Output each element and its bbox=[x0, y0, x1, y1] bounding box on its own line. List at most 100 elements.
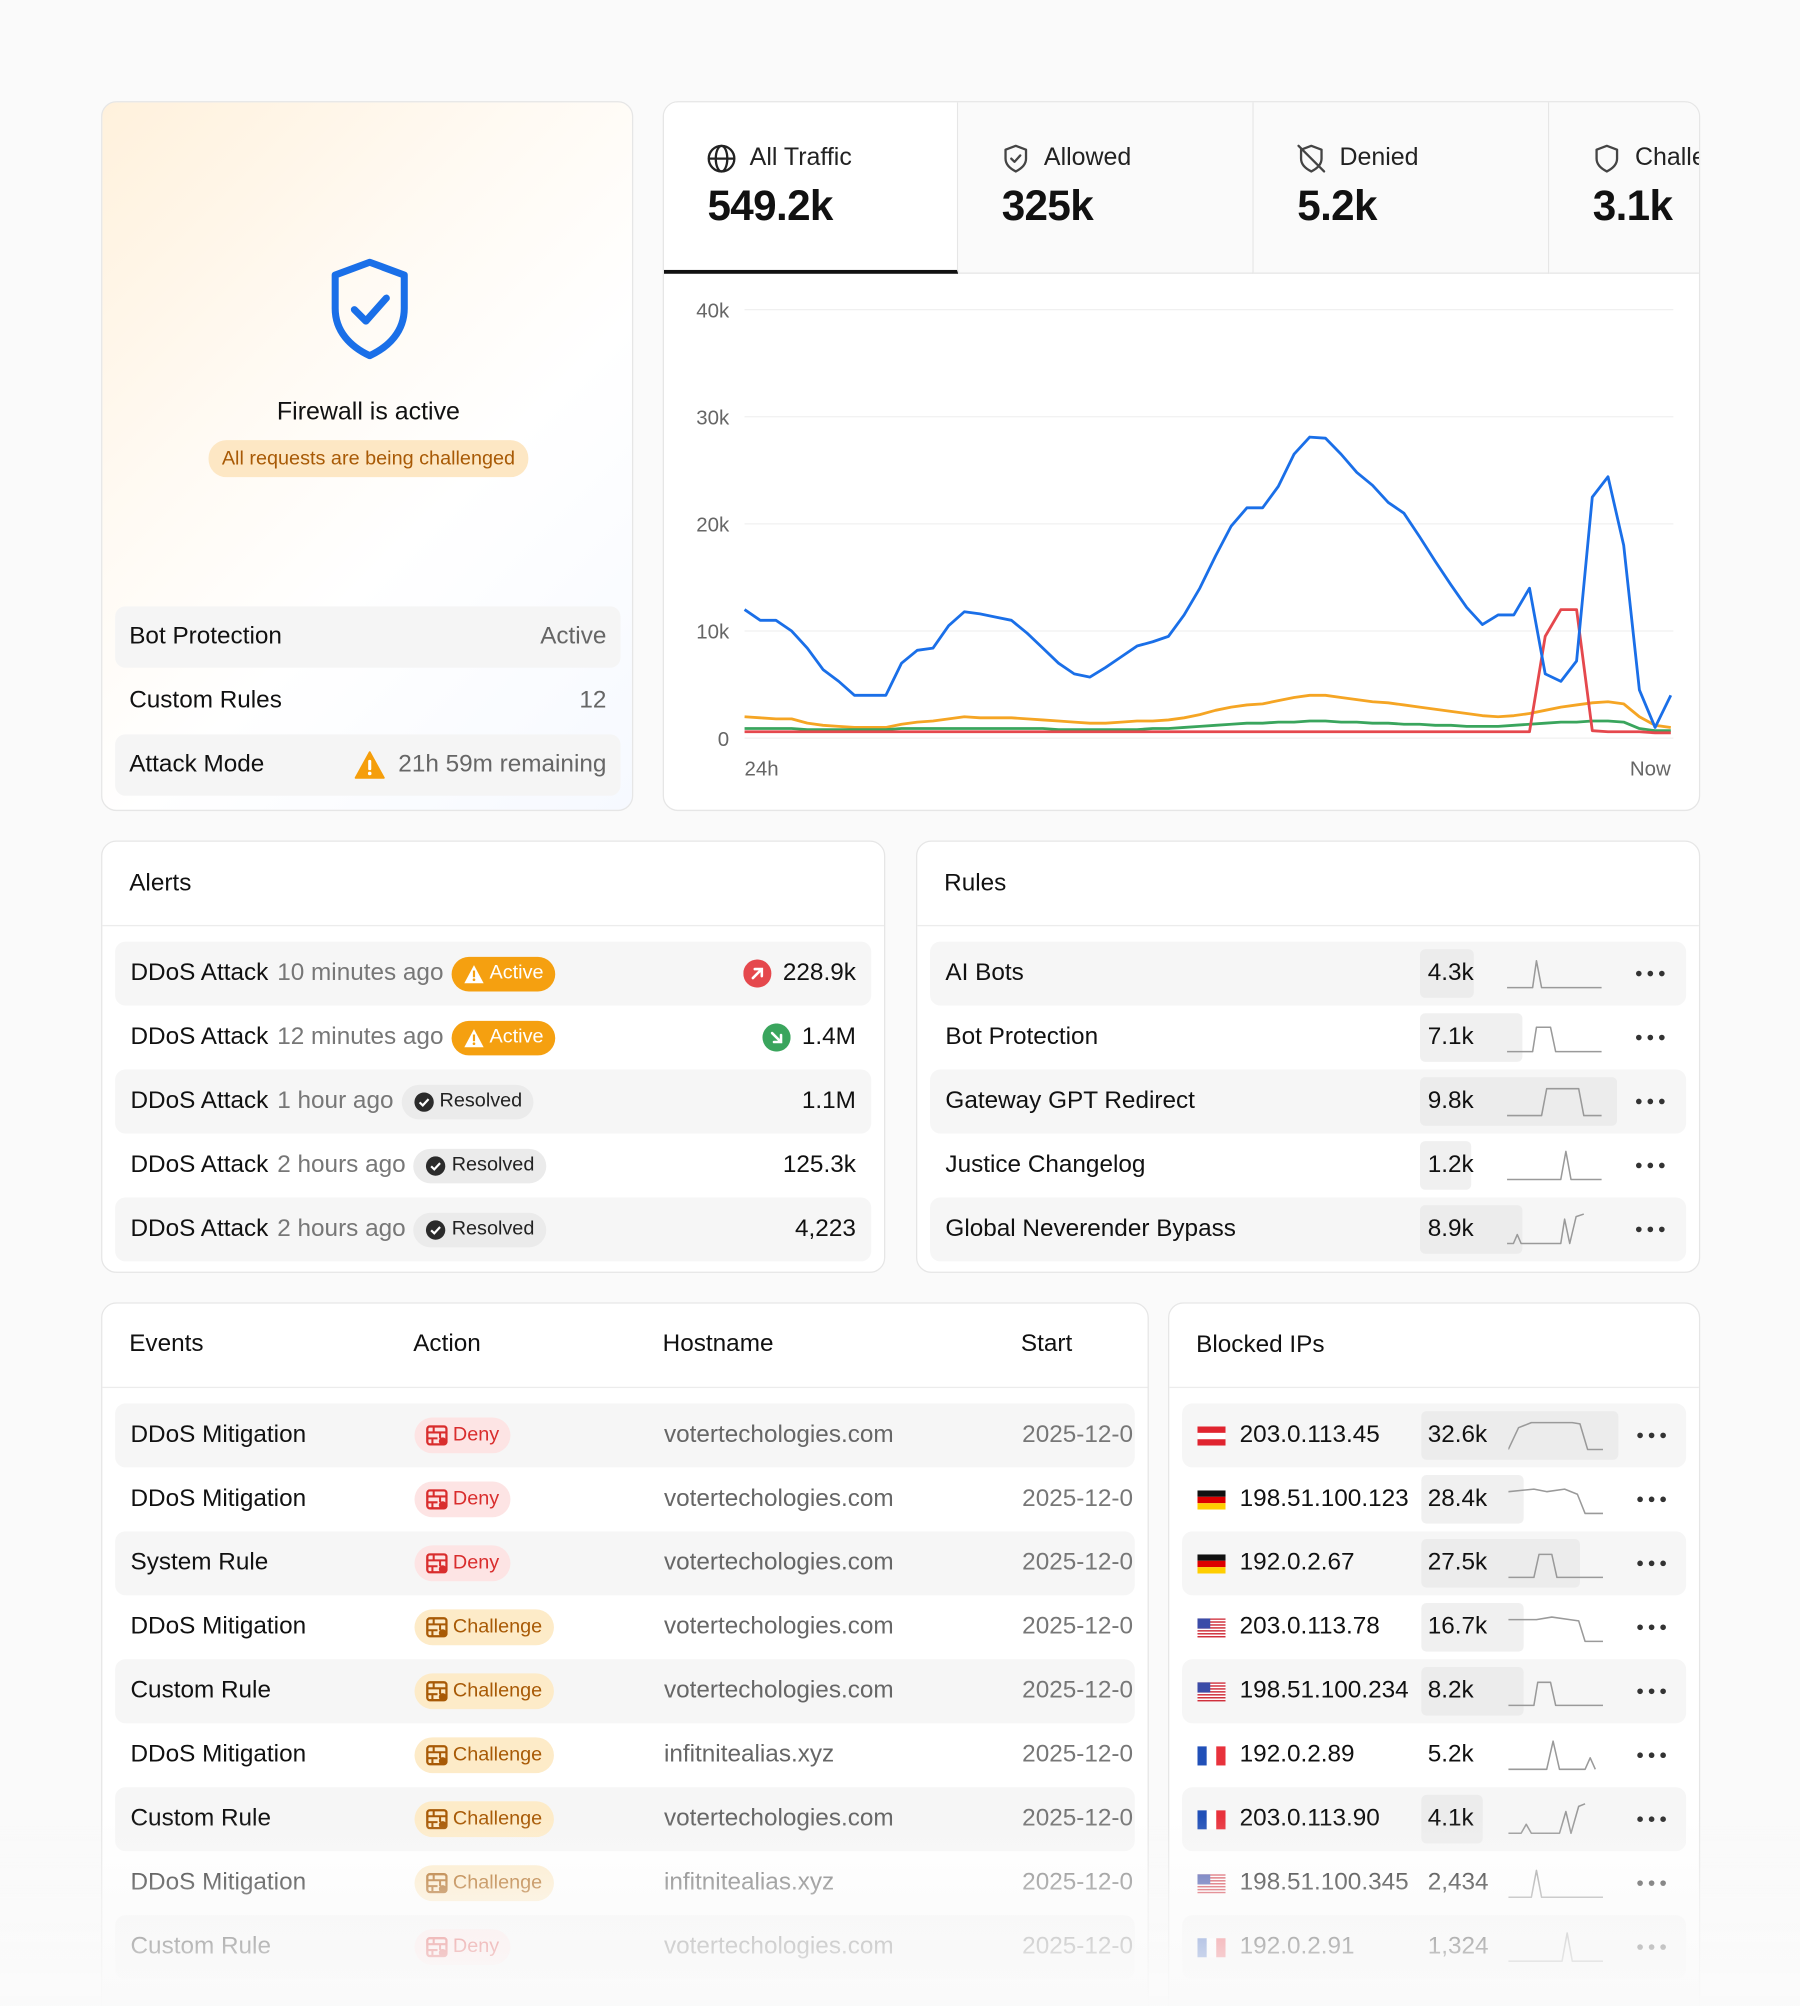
shield-check-icon bbox=[1004, 144, 1028, 173]
rule-row: Bot Protection 7.1k bbox=[930, 1006, 1686, 1070]
shield-icon bbox=[331, 258, 408, 360]
card-title: Blocked IPs bbox=[1196, 1331, 1325, 1358]
event-name: Custom Rule bbox=[130, 1677, 271, 1705]
sparkline-path bbox=[1508, 1553, 1603, 1579]
rule-value: 8.9k bbox=[1427, 1215, 1474, 1243]
sparkline-path bbox=[1507, 1213, 1585, 1245]
rule-value: 7.1k bbox=[1427, 1023, 1474, 1051]
more-button[interactable] bbox=[1636, 1750, 1667, 1760]
sparkline-path bbox=[1508, 1803, 1586, 1835]
more-button[interactable] bbox=[1636, 1430, 1667, 1440]
more-button[interactable] bbox=[1636, 1558, 1667, 1568]
dot bbox=[1647, 1226, 1654, 1233]
event-host: votertechologies.com bbox=[663, 1805, 894, 1832]
flag-part bbox=[1197, 1697, 1226, 1699]
icon-shape bbox=[426, 1155, 446, 1176]
more-button[interactable] bbox=[1636, 1622, 1667, 1632]
action-text: Challenge bbox=[452, 1679, 543, 1702]
ip-row: 192.0.2.67 27.5k bbox=[1182, 1531, 1687, 1596]
more-button[interactable] bbox=[1636, 1878, 1667, 1888]
flag-icon bbox=[1197, 1682, 1226, 1702]
dot bbox=[1648, 1880, 1655, 1886]
dot bbox=[1648, 1816, 1655, 1823]
alert-value-wrap: 1.4M bbox=[762, 1023, 856, 1052]
dot bbox=[1648, 1944, 1655, 1950]
dot bbox=[1637, 1432, 1643, 1439]
y-tick-label: 20k bbox=[696, 514, 730, 537]
blocked-ips-card: Blocked IPs 203.0.113.45 32.6k 198.51.100.… bbox=[1168, 1302, 1701, 2006]
icon-shape bbox=[430, 1161, 441, 1171]
flag-part bbox=[1197, 1618, 1226, 1620]
y-tick-label: 10k bbox=[696, 621, 730, 644]
tab-label: Allowed bbox=[1043, 143, 1132, 172]
dot bbox=[1637, 1624, 1643, 1631]
tab[interactable]: All Traffic 549.2k bbox=[663, 102, 959, 274]
rule-name: AI Bots bbox=[945, 959, 1024, 987]
ip-address: 203.0.113.90 bbox=[1239, 1805, 1380, 1832]
tab[interactable]: Challenged 3.1k bbox=[1549, 102, 1699, 274]
flag-part bbox=[1197, 1746, 1207, 1766]
setting-label: Attack Mode bbox=[129, 750, 265, 778]
icon-shape bbox=[426, 1425, 448, 1446]
action-text: Challenge bbox=[452, 1807, 543, 1830]
badge-wrap: All requests are being challenged bbox=[102, 440, 632, 478]
event-start: 2025-12-0 bbox=[1022, 1869, 1133, 1896]
alert-row: DDoS Attack 2 hours ago Resolved 125.3k bbox=[115, 1133, 871, 1197]
warning-icon bbox=[463, 1028, 484, 1047]
icon-shape bbox=[426, 1681, 448, 1702]
more-button[interactable] bbox=[1635, 1160, 1666, 1170]
rule-value: 9.8k bbox=[1427, 1087, 1474, 1115]
event-row: DDoS Mitigation Challenge votertechologies… bbox=[115, 1595, 1135, 1659]
more-button[interactable] bbox=[1635, 1096, 1666, 1106]
more-button[interactable] bbox=[1635, 1032, 1666, 1042]
dot bbox=[1635, 1098, 1642, 1105]
flag-part bbox=[1197, 1635, 1226, 1638]
action-badge: Challenge bbox=[414, 1801, 554, 1838]
status-text: Resolved bbox=[439, 1089, 523, 1112]
dot bbox=[1647, 1098, 1654, 1105]
more-button[interactable] bbox=[1635, 968, 1666, 978]
more-button[interactable] bbox=[1636, 1942, 1667, 1952]
column-header: Hostname bbox=[662, 1330, 774, 1358]
event-row: System Rule Deny votertechologies.com 2025-… bbox=[115, 1531, 1135, 1596]
icon-shape bbox=[426, 1219, 446, 1240]
sparkline bbox=[1508, 1681, 1603, 1707]
sparkline bbox=[1507, 1087, 1602, 1117]
event-host: infitnitealias.xyz bbox=[663, 1741, 835, 1769]
icon-shape bbox=[472, 969, 475, 977]
dot bbox=[1660, 1496, 1666, 1503]
alert-value-wrap: 228.9k bbox=[743, 959, 856, 988]
event-host: votertechologies.com bbox=[663, 1421, 894, 1449]
action-badge: Deny bbox=[414, 1929, 511, 1966]
check-icon bbox=[426, 1155, 446, 1176]
icon-shape bbox=[438, 1885, 447, 1893]
dot bbox=[1648, 1560, 1655, 1567]
line-chart: 0 10k 20k 30k 40k 24h Now bbox=[696, 299, 1674, 780]
dot bbox=[1659, 1034, 1665, 1041]
more-button[interactable] bbox=[1636, 1494, 1667, 1504]
alert-time: 12 minutes ago bbox=[277, 1023, 444, 1051]
sparkline-path bbox=[1508, 1932, 1603, 1962]
check-icon bbox=[413, 1091, 434, 1112]
dot bbox=[1660, 1880, 1666, 1886]
more-button[interactable] bbox=[1636, 1814, 1667, 1824]
tab[interactable]: Allowed 325k bbox=[958, 102, 1254, 274]
more-button[interactable] bbox=[1636, 1686, 1667, 1696]
alert-value-wrap: 1.1M bbox=[802, 1087, 856, 1115]
trend-down-icon bbox=[762, 1023, 791, 1052]
dot bbox=[1648, 1432, 1655, 1439]
sparkline bbox=[1508, 1488, 1603, 1515]
rule-name: Gateway GPT Redirect bbox=[945, 1087, 1195, 1115]
dot bbox=[1637, 1688, 1643, 1695]
action-text: Challenge bbox=[452, 1743, 543, 1766]
tab[interactable]: Denied 5.2k bbox=[1253, 102, 1550, 274]
dot bbox=[1647, 970, 1654, 977]
more-button[interactable] bbox=[1635, 1224, 1666, 1234]
event-host: votertechologies.com bbox=[663, 1613, 894, 1641]
event-start: 2025-12-0 bbox=[1022, 1613, 1133, 1641]
setting-label: Custom Rules bbox=[129, 686, 282, 714]
ip-address: 192.0.2.67 bbox=[1239, 1549, 1355, 1577]
event-name: DDoS Mitigation bbox=[130, 1869, 307, 1896]
dot bbox=[1637, 1560, 1643, 1567]
value-bar bbox=[1420, 1205, 1523, 1254]
